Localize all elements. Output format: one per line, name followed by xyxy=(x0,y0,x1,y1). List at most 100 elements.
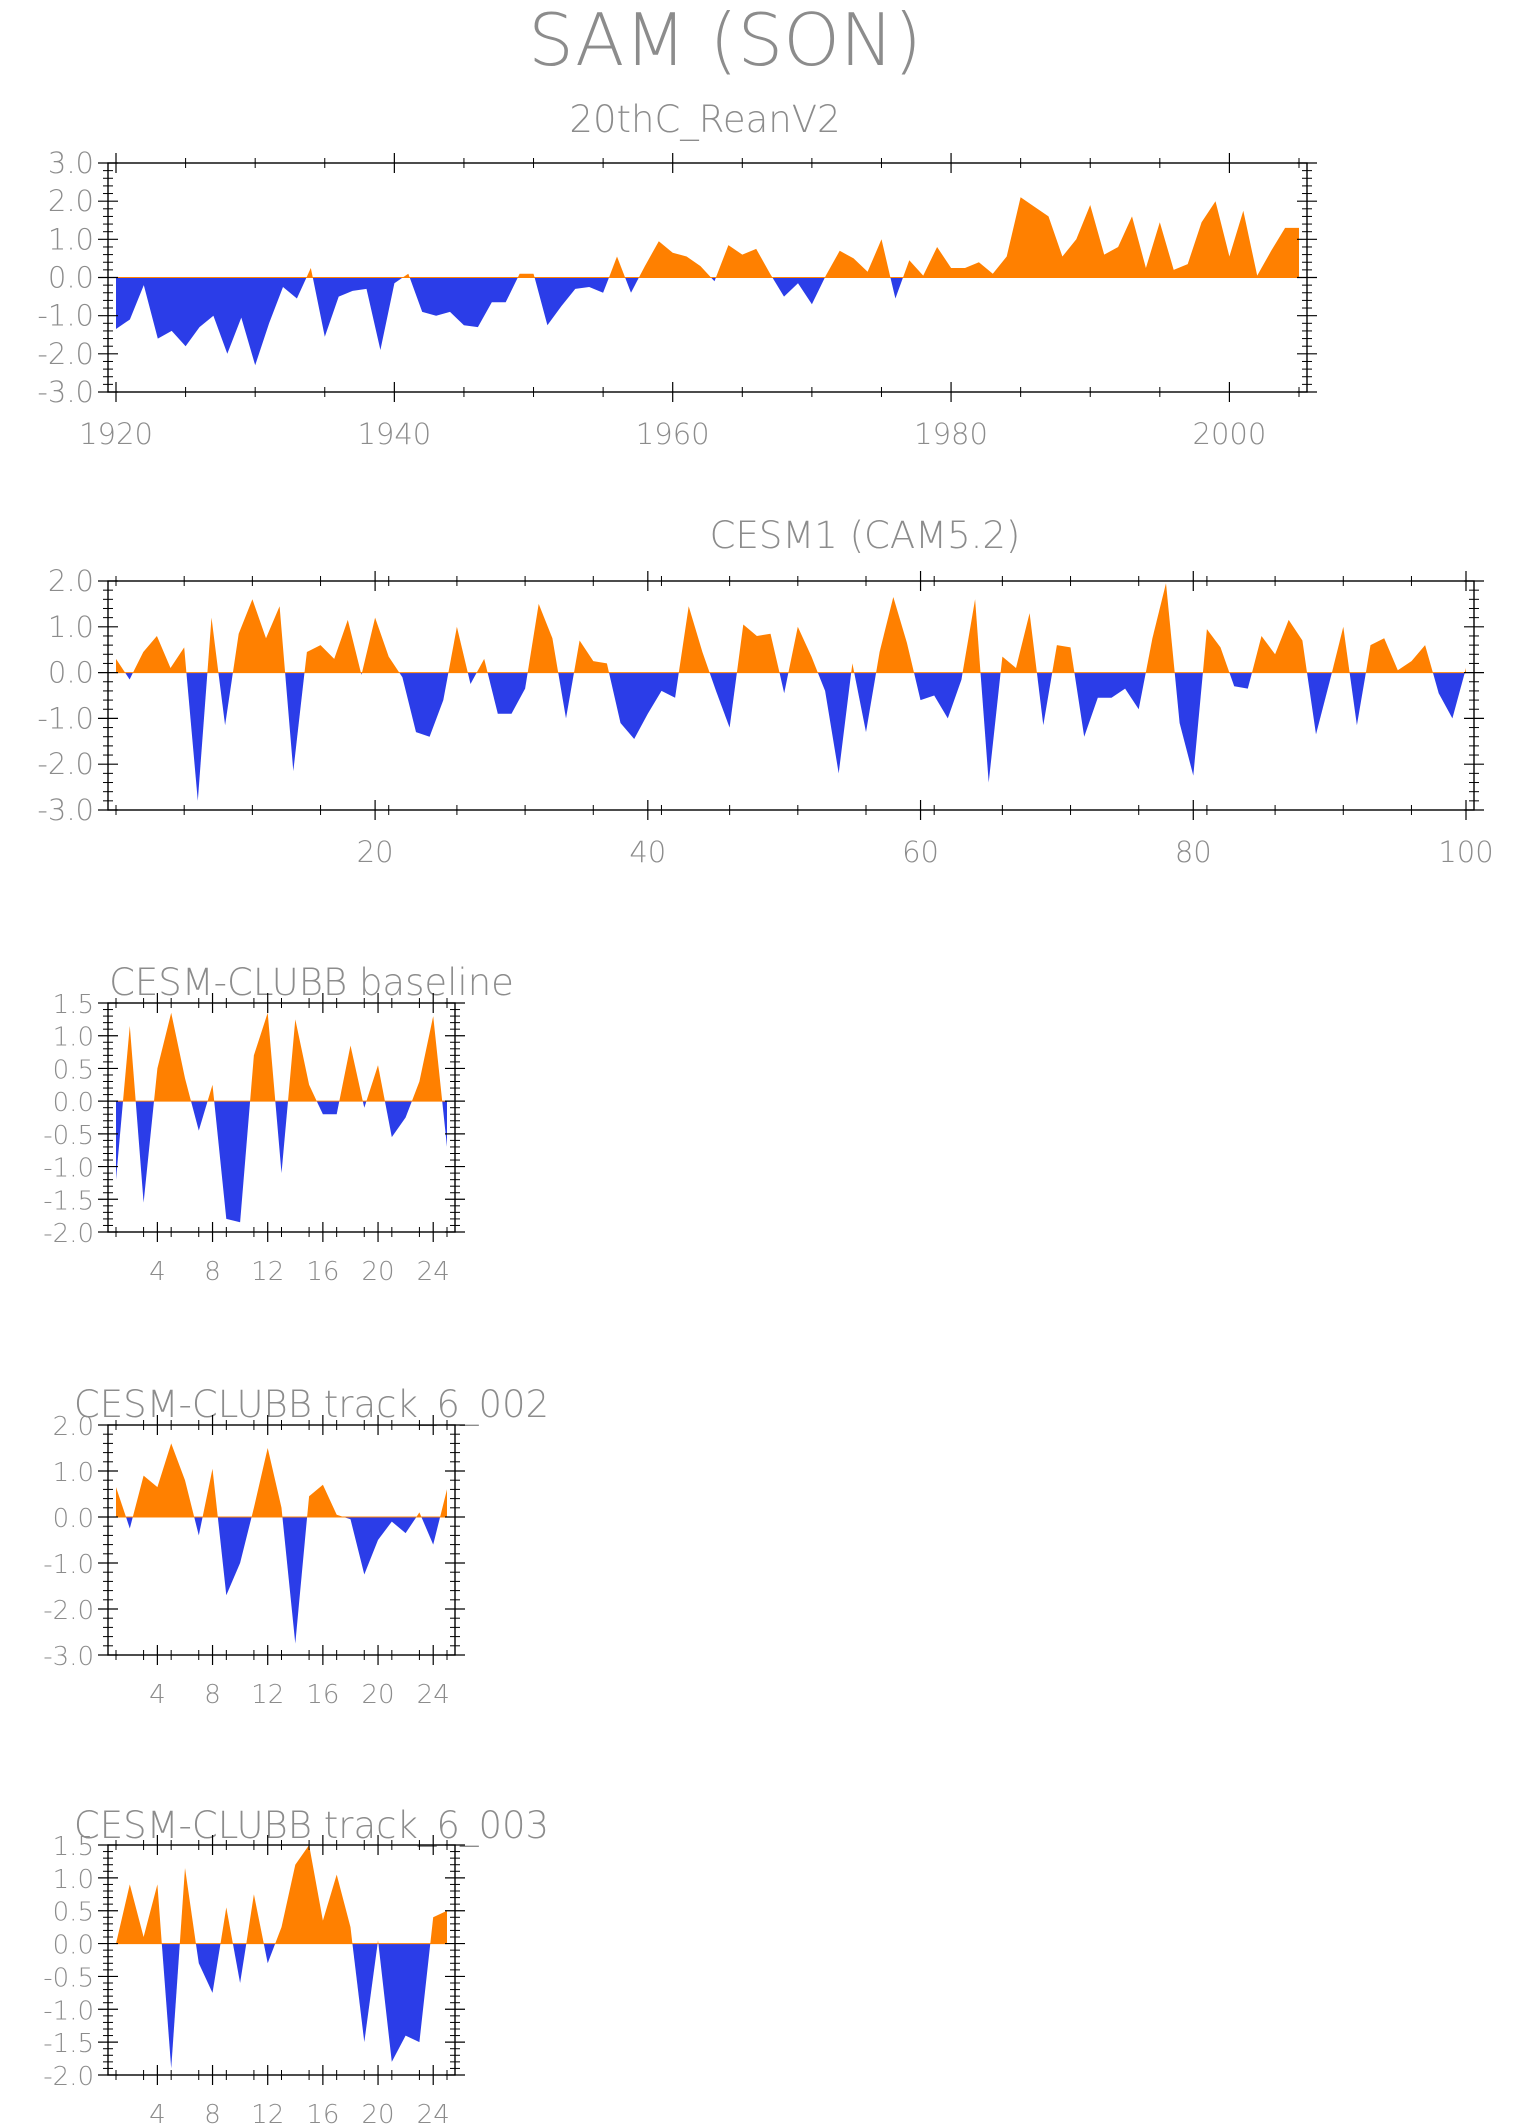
negative-area xyxy=(1349,672,1366,726)
negative-area xyxy=(625,277,639,293)
x-tick-label: 20 xyxy=(361,2100,394,2125)
negative-area xyxy=(263,1943,276,1964)
positive-area xyxy=(288,1019,317,1102)
panel-cesm1: CESM1 (CAM5.2) 2.0 1.0 0.0 -1.0 -2.0 -3.0 20 40 6… xyxy=(37,514,1493,869)
positive-area xyxy=(307,1484,344,1517)
negative-area xyxy=(352,1943,378,2043)
x-tick-label: 20 xyxy=(361,1680,394,1710)
y-tick-label: 0.5 xyxy=(53,1055,94,1085)
figure-title: SAM (SON) xyxy=(528,0,922,82)
x-tick-label: 12 xyxy=(251,1680,284,1710)
negative-area xyxy=(487,672,528,714)
x-tick-label: 24 xyxy=(417,2100,450,2125)
y-tick-label: 3.0 xyxy=(48,146,94,180)
y-tick-label: 1.0 xyxy=(53,1023,94,1053)
positive-area xyxy=(476,658,488,673)
negative-area xyxy=(1307,672,1332,735)
x-tick-label: 4 xyxy=(149,2100,166,2125)
negative-area xyxy=(186,672,208,801)
y-tick-label: 0.5 xyxy=(53,1898,94,1928)
positive-area xyxy=(430,1910,447,1944)
negative-area xyxy=(312,277,403,350)
negative-area xyxy=(378,1943,431,2062)
panel-clubb-baseline: CESM-CLUBB baseline1.51.00.50.0-0.5-1.0-… xyxy=(43,961,514,1287)
y-tick-label: 0.0 xyxy=(53,1504,94,1534)
negative-area xyxy=(890,277,903,299)
negative-area xyxy=(282,1517,308,1644)
positive-area xyxy=(876,597,914,673)
negative-area xyxy=(362,1101,367,1108)
y-tick-label: -0.5 xyxy=(43,1963,94,1993)
x-tick-label: 4 xyxy=(149,1680,166,1710)
negative-area xyxy=(409,277,518,328)
x-tick-label: 80 xyxy=(1175,835,1212,869)
plot-frame xyxy=(107,1424,456,1656)
positive-area xyxy=(275,1845,353,1944)
y-tick-label: -1.0 xyxy=(43,1996,94,2026)
positive-area xyxy=(1145,583,1175,673)
y-tick-label: -1.0 xyxy=(37,701,94,735)
y-tick-label: -3.0 xyxy=(43,1642,94,1672)
y-tick-label: 1.0 xyxy=(53,1458,94,1488)
y-tick-label: -0.5 xyxy=(43,1121,94,1151)
negative-area xyxy=(275,1101,288,1174)
x-tick-label: 12 xyxy=(251,1257,284,1287)
negative-area xyxy=(285,672,305,772)
y-tick-label: -1.0 xyxy=(43,1154,94,1184)
x-tick-label: 24 xyxy=(417,1257,450,1287)
x-tick-label: 60 xyxy=(902,835,939,869)
positive-area xyxy=(362,617,400,673)
panel-title: CESM-CLUBB track_6_002 xyxy=(74,1383,549,1427)
x-tick-label: 16 xyxy=(306,1680,339,1710)
negative-area xyxy=(709,672,737,728)
x-tick-label: 100 xyxy=(1438,835,1493,869)
negative-area xyxy=(217,1517,252,1596)
positive-area xyxy=(824,239,891,278)
negative-area xyxy=(116,1101,123,1180)
x-tick-label: 12 xyxy=(251,2100,284,2125)
negative-area xyxy=(467,672,477,684)
y-tick-label: 2.0 xyxy=(53,1412,94,1442)
x-tick-label: 8 xyxy=(204,1680,221,1710)
y-tick-label: 0.0 xyxy=(48,261,94,295)
positive-area xyxy=(851,663,855,673)
x-tick-label: 20 xyxy=(361,1257,394,1287)
negative-area xyxy=(360,672,362,675)
positive-area xyxy=(903,197,1299,278)
y-tick-label: -2.0 xyxy=(43,1219,94,1249)
negative-area xyxy=(558,672,574,719)
y-tick-label: 2.0 xyxy=(48,184,94,218)
y-tick-label: -1.5 xyxy=(43,2029,94,2059)
y-tick-label: 0.0 xyxy=(53,1088,94,1118)
positive-area xyxy=(304,619,361,673)
panel-clubb-track-6-003: CESM-CLUBB track_6_0031.51.00.50.0-0.5-1… xyxy=(43,1804,549,2125)
panel-title: CESM1 (CAM5.2) xyxy=(710,514,1021,557)
positive-area xyxy=(116,1487,126,1517)
positive-area xyxy=(440,1489,447,1517)
plot-frame xyxy=(107,580,1475,811)
negative-area xyxy=(817,672,852,774)
negative-area xyxy=(125,672,133,680)
negative-area xyxy=(1074,672,1146,737)
y-tick-label: -2.0 xyxy=(37,747,94,781)
panel-20thc-reanv2: 20thC_ReanV2 3.0 2.0 1.0 0.0 -1.0 -2.0 -3.0 1920… xyxy=(37,98,1317,451)
negative-area xyxy=(214,1101,251,1223)
positive-area xyxy=(448,626,468,673)
positive-area xyxy=(154,1012,191,1102)
positive-area xyxy=(132,1443,195,1517)
negative-area xyxy=(980,672,1001,783)
x-tick-label: 8 xyxy=(204,2100,221,2125)
negative-area xyxy=(195,1943,221,1993)
x-tick-label: 1960 xyxy=(636,417,710,451)
positive-area xyxy=(220,1907,233,1944)
negative-area xyxy=(779,672,789,694)
x-tick-label: 20 xyxy=(357,835,394,869)
negative-area xyxy=(1432,672,1465,719)
positive-area xyxy=(1331,626,1350,673)
positive-area xyxy=(1052,645,1075,673)
panel-title: 20thC_ReanV2 xyxy=(569,98,840,142)
negative-area xyxy=(232,1943,247,1983)
y-tick-label: -3.0 xyxy=(37,375,94,409)
positive-area xyxy=(123,1025,136,1102)
